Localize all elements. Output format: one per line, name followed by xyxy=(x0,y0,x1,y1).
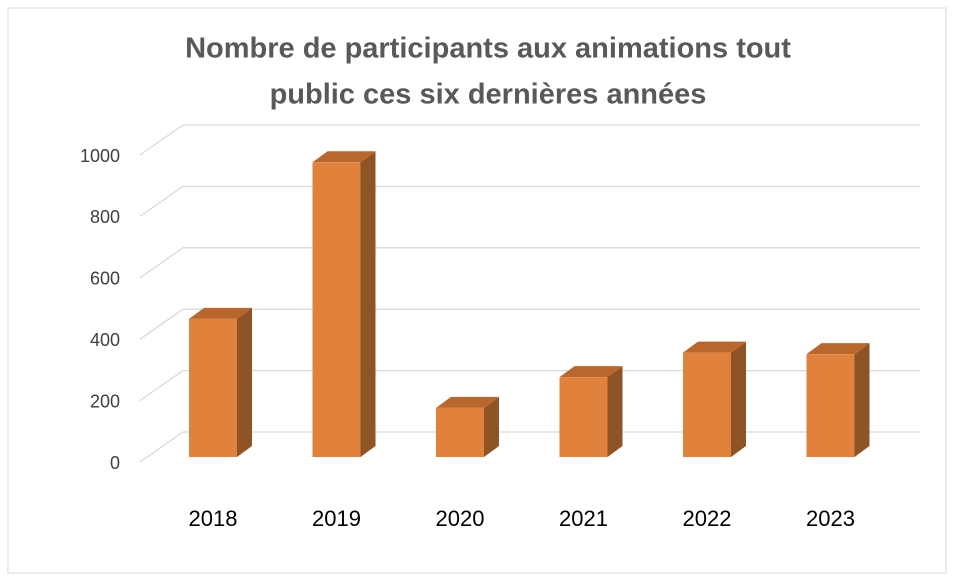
bar-side xyxy=(854,343,870,457)
x-tick-label: 2018 xyxy=(189,506,238,531)
y-tick-label: 1000 xyxy=(80,146,120,166)
grid-line xyxy=(139,247,920,279)
bar xyxy=(312,162,361,457)
x-tick-label: 2022 xyxy=(683,506,732,531)
x-tick-label: 2021 xyxy=(559,506,608,531)
bar-side xyxy=(731,341,746,457)
bar xyxy=(436,407,484,457)
bar-top xyxy=(189,307,252,319)
bar-top xyxy=(559,366,623,378)
y-tick-label: 200 xyxy=(90,391,120,411)
grid-line xyxy=(139,185,920,217)
chart-title: Nombre de participants aux animations to… xyxy=(185,33,791,65)
y-tick-label: 400 xyxy=(90,330,120,350)
x-tick-label: 2019 xyxy=(312,506,361,531)
bar-side xyxy=(607,366,623,457)
bar-side xyxy=(484,396,499,457)
bar-side xyxy=(360,151,376,457)
bar xyxy=(683,352,731,457)
bar xyxy=(559,377,608,457)
x-tick-label: 2023 xyxy=(806,506,855,531)
y-tick-label: 800 xyxy=(90,207,120,227)
x-tick-label: 2020 xyxy=(436,506,485,531)
bar-top xyxy=(312,151,376,163)
grid-line xyxy=(139,124,920,156)
bar xyxy=(189,318,237,457)
chart-border xyxy=(7,7,947,574)
grid-line xyxy=(139,431,920,463)
bar-top xyxy=(436,396,499,408)
y-tick-label: 600 xyxy=(90,269,120,289)
bar-top xyxy=(683,341,746,353)
bar-top xyxy=(806,343,870,355)
bar xyxy=(806,354,855,457)
bar-side xyxy=(237,307,252,457)
grid-line xyxy=(139,369,920,402)
chart-title: public ces six dernières années xyxy=(270,79,707,111)
grid-line xyxy=(139,308,920,340)
y-tick-label: 0 xyxy=(110,453,120,473)
